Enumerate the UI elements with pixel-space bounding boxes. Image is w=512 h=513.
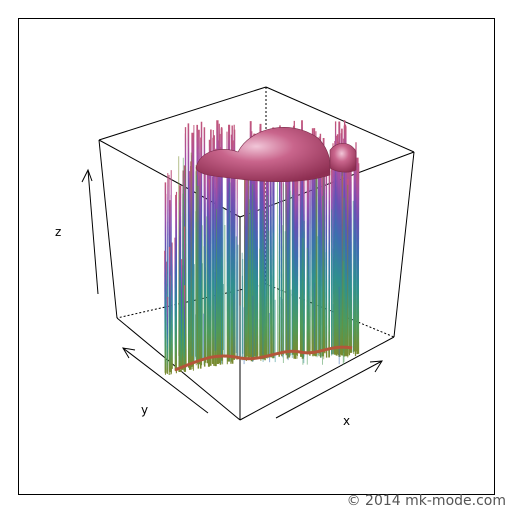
surface-spike — [199, 172, 202, 364]
surface-spike — [299, 148, 302, 354]
z-axis-arrow — [81, 168, 99, 295]
surface-spike — [233, 159, 236, 360]
surface-spike — [208, 179, 211, 365]
surface-spike — [344, 153, 348, 355]
surface-spike — [263, 177, 266, 361]
surface-spike — [353, 150, 357, 352]
y-axis-label: y — [141, 403, 149, 417]
surface-spike — [178, 185, 182, 373]
surface-spike — [357, 163, 360, 353]
surface-spike — [285, 155, 289, 359]
surface-peaks — [195, 127, 357, 183]
copyright-watermark: © 2014 mk-mode.com — [346, 493, 506, 509]
surface-base-rim — [174, 345, 353, 372]
plot-frame — [18, 18, 495, 495]
surface-spike — [230, 151, 233, 359]
surface-spike — [175, 194, 177, 370]
z-axis-label: z — [55, 225, 62, 239]
y-axis-arrow — [122, 347, 209, 414]
x-axis-arrow — [275, 360, 383, 419]
surface-spike — [265, 158, 267, 356]
surface-spike — [255, 160, 258, 359]
x-axis-label: x — [343, 414, 351, 428]
